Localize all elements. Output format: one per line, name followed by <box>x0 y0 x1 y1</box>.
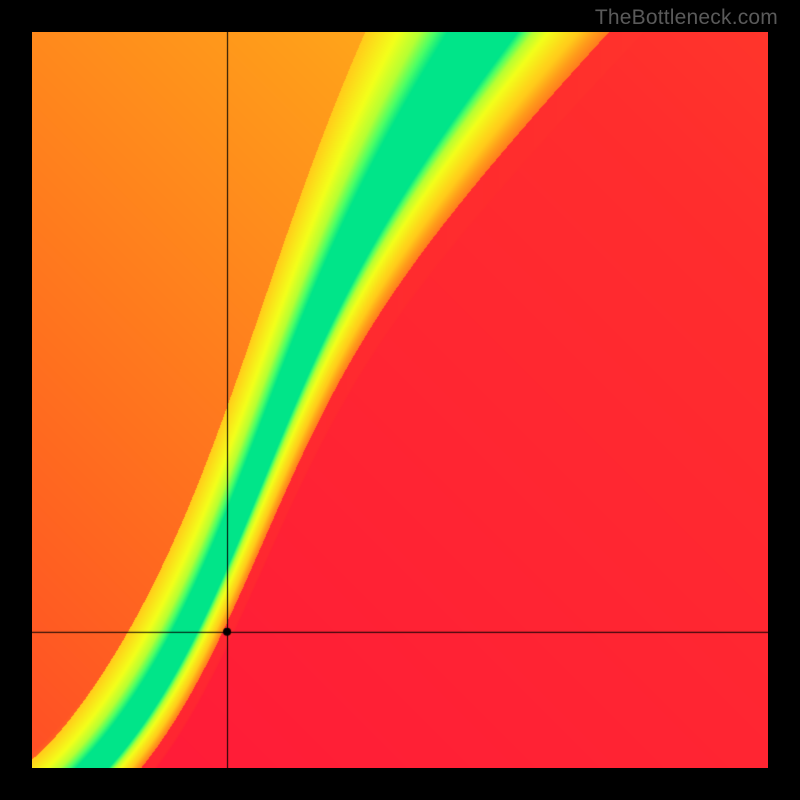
watermark-text: TheBottleneck.com <box>595 6 778 30</box>
bottleneck-heatmap <box>32 32 768 768</box>
